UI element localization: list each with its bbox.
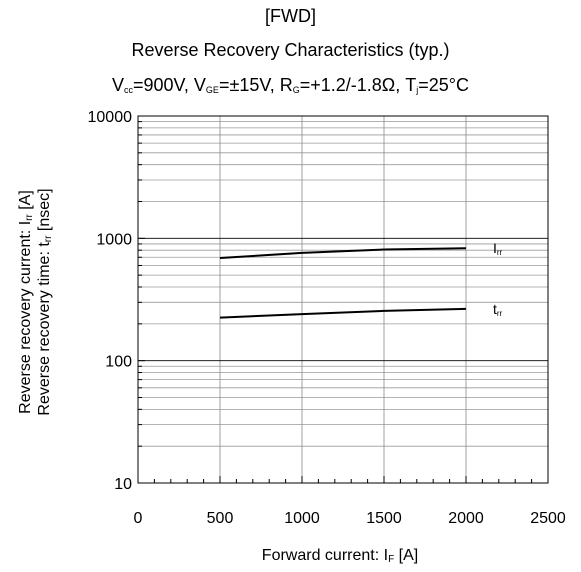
y-tick-label: 100 bbox=[105, 354, 132, 371]
x-axis-label: Forward current: IF [A] bbox=[262, 547, 418, 565]
minor-gridlines bbox=[138, 116, 548, 483]
chart-conditions: Vcc=900V, VGE=±15V, RG=+1.2/-1.8Ω, Tj=25… bbox=[0, 74, 581, 96]
series-line-trr bbox=[219, 307, 467, 319]
series-labels: Irr trr bbox=[493, 240, 503, 318]
y-axis-label-current: Reverse recovery current: Irr [A] bbox=[17, 190, 35, 414]
condition-rg: RG=+1.2/-1.8Ω, bbox=[279, 75, 406, 95]
y-tick-label: 1000 bbox=[96, 231, 132, 248]
condition-vge: VGE=±15V, bbox=[193, 75, 280, 95]
tick-labels: 0 500 1000 1500 2000 2500 10 100 1000 10000 bbox=[88, 109, 566, 527]
x-tick-label: 2500 bbox=[530, 510, 566, 527]
series-label-trr: trr bbox=[493, 301, 503, 318]
x-tick-label: 0 bbox=[134, 510, 143, 527]
x-tick-label: 2000 bbox=[448, 510, 484, 527]
plot-frame bbox=[137, 115, 549, 484]
y-tick-label: 10000 bbox=[88, 109, 133, 126]
x-tick-label: 1000 bbox=[284, 510, 320, 527]
series-line-irr bbox=[219, 247, 467, 260]
x-tick-label: 1500 bbox=[366, 510, 402, 527]
series-lines bbox=[219, 247, 467, 319]
condition-tj: Tj=25°C bbox=[405, 75, 469, 95]
condition-vcc: Vcc=900V, bbox=[111, 75, 194, 95]
chart-title: Reverse Recovery Characteristics (typ.) bbox=[131, 40, 450, 60]
y-axis-label-time: Reverse recovery time: trr [nsec] bbox=[36, 188, 54, 415]
chart-title-tag: [FWD] bbox=[265, 6, 316, 26]
y-tick-label: 10 bbox=[114, 476, 132, 493]
x-tick-label: 500 bbox=[207, 510, 234, 527]
series-label-irr: Irr bbox=[493, 240, 503, 257]
axis-ticks bbox=[137, 115, 549, 484]
